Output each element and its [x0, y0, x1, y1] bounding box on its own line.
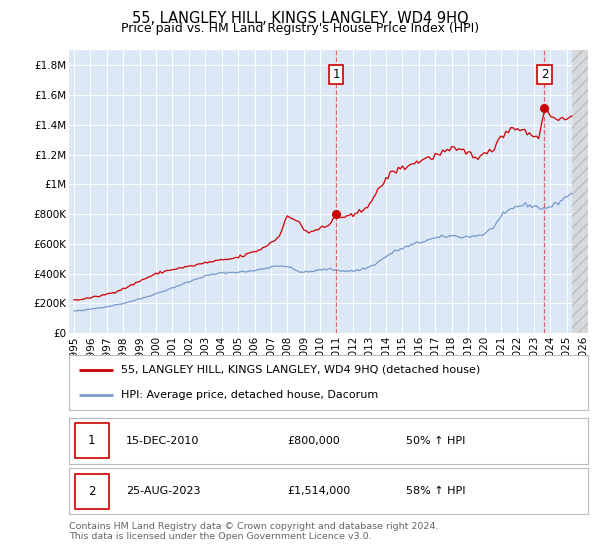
Text: £800,000: £800,000 [287, 436, 340, 446]
Text: 1: 1 [88, 434, 95, 447]
Bar [75, 474, 109, 508]
Bar [75, 423, 109, 458]
Text: 15-DEC-2010: 15-DEC-2010 [126, 436, 199, 446]
Text: HPI: Average price, detached house, Dacorum: HPI: Average price, detached house, Daco… [121, 390, 378, 400]
Text: 25-AUG-2023: 25-AUG-2023 [126, 486, 200, 496]
Text: Price paid vs. HM Land Registry's House Price Index (HPI): Price paid vs. HM Land Registry's House … [121, 22, 479, 35]
Text: 58% ↑ HPI: 58% ↑ HPI [406, 486, 466, 496]
Bar [572, 50, 588, 333]
Text: 55, LANGLEY HILL, KINGS LANGLEY, WD4 9HQ (detached house): 55, LANGLEY HILL, KINGS LANGLEY, WD4 9HQ… [121, 365, 480, 375]
Text: 1: 1 [332, 68, 340, 81]
Text: 2: 2 [541, 68, 548, 81]
Text: 2: 2 [88, 484, 95, 498]
Text: Contains HM Land Registry data © Crown copyright and database right 2024.
This d: Contains HM Land Registry data © Crown c… [69, 522, 439, 542]
Text: £1,514,000: £1,514,000 [287, 486, 350, 496]
Text: 55, LANGLEY HILL, KINGS LANGLEY, WD4 9HQ: 55, LANGLEY HILL, KINGS LANGLEY, WD4 9HQ [131, 11, 469, 26]
Text: 50% ↑ HPI: 50% ↑ HPI [406, 436, 466, 446]
